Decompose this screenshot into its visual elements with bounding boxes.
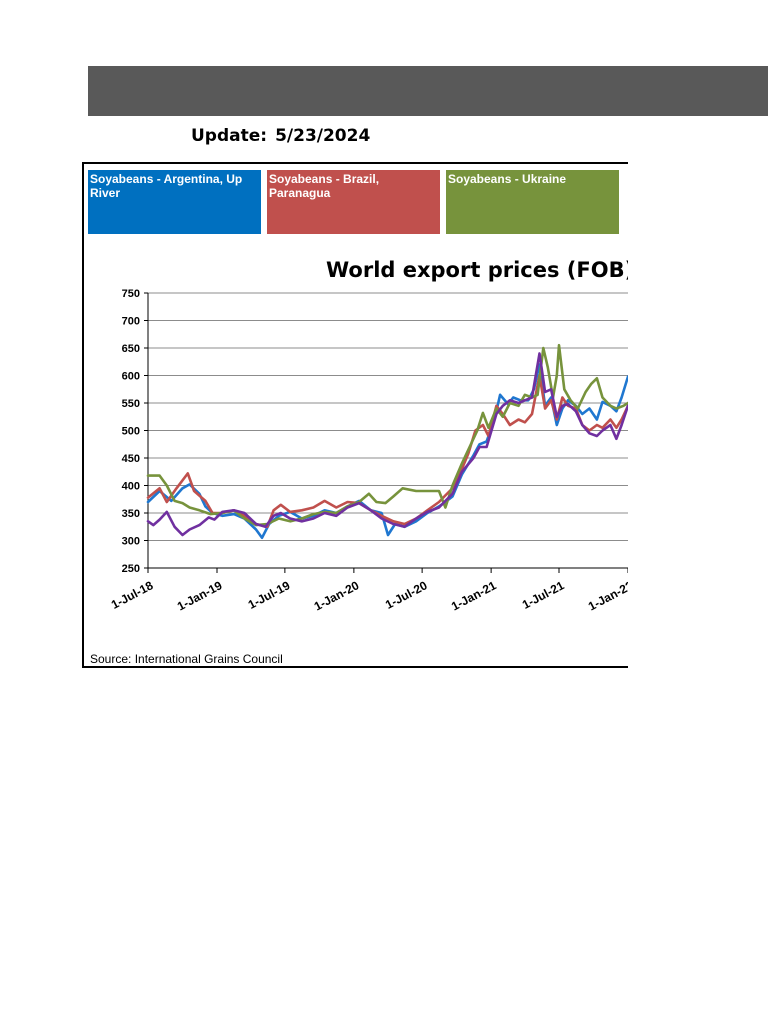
x-tick-label: 1-Jul-21 (520, 578, 567, 612)
x-tick-label: 1-Jan-21 (449, 578, 499, 613)
chart-title: World export prices (FOB) - (326, 258, 628, 282)
y-tick-label: 700 (122, 316, 140, 328)
source-note: Source: International Grains Council (90, 652, 283, 666)
y-tick-label: 350 (122, 508, 140, 520)
y-tick-label: 500 (122, 426, 140, 438)
series-line-2 (146, 343, 628, 527)
update-date: 5/23/2024 (275, 126, 371, 146)
y-tick-label: 250 (122, 563, 140, 575)
x-tick-label: 1-Jan-22 (586, 578, 628, 613)
legend-ukraine: Soyabeans - Ukraine (446, 170, 619, 234)
header-banner (88, 66, 768, 116)
legend-label-brazil: Soyabeans - Brazil, Paranagua (269, 172, 380, 200)
chart-panel: Soyabeans - Argentina, Up River Soyabean… (82, 162, 628, 668)
legend-argentina: Soyabeans - Argentina, Up River (88, 170, 261, 234)
y-tick-label: 300 (122, 536, 140, 548)
y-tick-label: 550 (122, 398, 140, 410)
x-tick-label: 1-Jul-19 (246, 578, 293, 612)
series-line-3 (146, 352, 628, 537)
y-tick-label: 750 (122, 288, 140, 300)
y-tick-label: 650 (122, 343, 140, 355)
y-tick-label: 400 (122, 481, 140, 493)
x-tick-label: 1-Jul-18 (109, 578, 156, 612)
legend-label-argentina: Soyabeans - Argentina, Up River (90, 172, 243, 200)
series-line-1 (146, 374, 628, 529)
y-tick-label: 600 (122, 371, 140, 383)
x-tick-label: 1-Jul-20 (383, 578, 430, 612)
x-tick-label: 1-Jan-20 (312, 578, 362, 613)
y-tick-label: 450 (122, 453, 140, 465)
update-label: Update: (191, 126, 268, 146)
line-chart: 250 300 350 400 450 500 550 600 650 700 750 1-Jul-1… (109, 288, 628, 614)
legend-brazil: Soyabeans - Brazil, Paranagua (267, 170, 440, 234)
x-tick-label: 1-Jan-19 (175, 578, 225, 613)
legend-label-ukraine: Soyabeans - Ukraine (448, 172, 567, 186)
update-line: Update: 5/23/2024 (191, 126, 370, 146)
